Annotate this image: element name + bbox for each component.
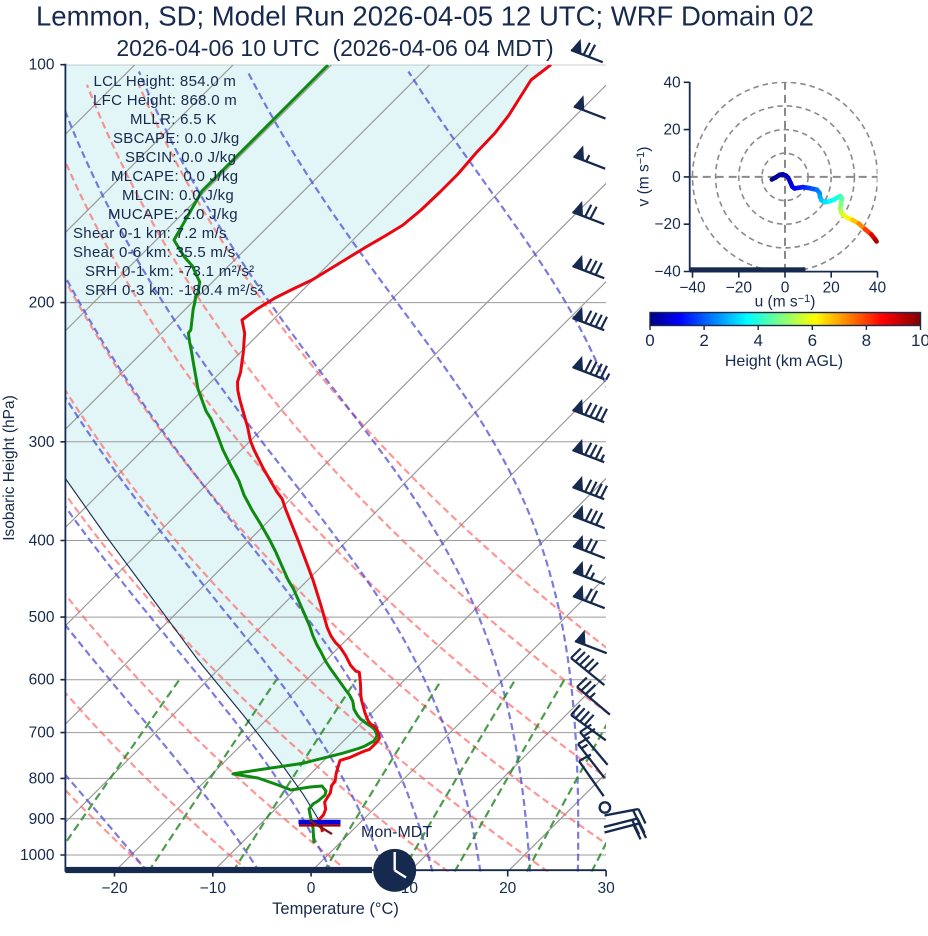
svg-text:SRH 0-3 km: -180.4 m²/s²: SRH 0-3 km: -180.4 m²/s² (85, 282, 263, 299)
svg-text:Lemmon, SD; Model Run 2026-04-: Lemmon, SD; Model Run 2026-04-05 12 UTC;… (36, 1, 814, 32)
svg-text:40: 40 (663, 74, 681, 91)
svg-text:6: 6 (808, 331, 817, 350)
svg-text:700: 700 (29, 725, 55, 742)
svg-text:Height (km AGL): Height (km AGL) (725, 353, 843, 370)
svg-text:20: 20 (663, 122, 681, 139)
svg-text:Mon-MDT: Mon-MDT (361, 824, 432, 841)
svg-text:400: 400 (29, 533, 55, 550)
svg-text:SBCIN: 0.0 J/kg: SBCIN: 0.0 J/kg (125, 149, 236, 166)
svg-text:10: 10 (911, 331, 928, 350)
svg-text:600: 600 (29, 672, 55, 689)
svg-text:1000: 1000 (20, 847, 55, 864)
svg-text:0: 0 (672, 169, 681, 186)
svg-text:−40: −40 (679, 280, 706, 297)
svg-text:MLLR: 6.5 K: MLLR: 6.5 K (130, 111, 217, 128)
svg-text:40: 40 (869, 280, 887, 297)
svg-text:−20: −20 (654, 216, 681, 233)
svg-text:Shear 0-6 km: 35.5 m/s: Shear 0-6 km: 35.5 m/s (73, 244, 236, 261)
svg-text:900: 900 (29, 811, 55, 828)
svg-text:Temperature (°C): Temperature (°C) (272, 900, 399, 918)
svg-text:MLCIN: 0.0 J/kg: MLCIN: 0.0 J/kg (122, 187, 234, 204)
svg-text:LFC Height: 868.0 m: LFC Height: 868.0 m (93, 92, 237, 109)
svg-text:−20: −20 (101, 880, 128, 897)
svg-text:Isobaric Height (hPa): Isobaric Height (hPa) (1, 395, 18, 541)
svg-text:2: 2 (699, 331, 708, 350)
svg-text:20: 20 (823, 280, 841, 297)
svg-text:0: 0 (781, 280, 790, 297)
svg-text:300: 300 (29, 434, 55, 451)
svg-text:20: 20 (499, 880, 517, 897)
svg-text:−40: −40 (654, 264, 681, 281)
svg-text:800: 800 (29, 770, 55, 787)
svg-text:200: 200 (29, 295, 55, 312)
svg-text:−10: −10 (200, 880, 227, 897)
svg-text:0: 0 (645, 331, 654, 350)
svg-text:0: 0 (307, 880, 316, 897)
svg-text:LCL Height: 854.0 m: LCL Height: 854.0 m (94, 73, 237, 90)
svg-text:Shear 0-1 km: 7.2 m/s: Shear 0-1 km: 7.2 m/s (73, 225, 227, 242)
svg-text:8: 8 (862, 331, 871, 350)
svg-text:MUCAPE: 2.0 J/kg: MUCAPE: 2.0 J/kg (108, 206, 238, 223)
svg-text:4: 4 (753, 331, 762, 350)
svg-text:500: 500 (29, 609, 55, 626)
svg-text:−20: −20 (726, 280, 753, 297)
svg-text:SBCAPE: 0.0 J/kg: SBCAPE: 0.0 J/kg (113, 130, 240, 147)
svg-text:100: 100 (29, 57, 55, 74)
svg-text:MLCAPE: 0.0 J/kg: MLCAPE: 0.0 J/kg (111, 168, 238, 185)
svg-text:SRH 0-1 km: -73.1 m²/s²: SRH 0-1 km: -73.1 m²/s² (85, 263, 254, 280)
svg-text:30: 30 (597, 880, 615, 897)
svg-text:2026-04-06 10 UTC (2026-04-06: 2026-04-06 10 UTC (2026-04-06 04 MDT) (116, 35, 553, 61)
